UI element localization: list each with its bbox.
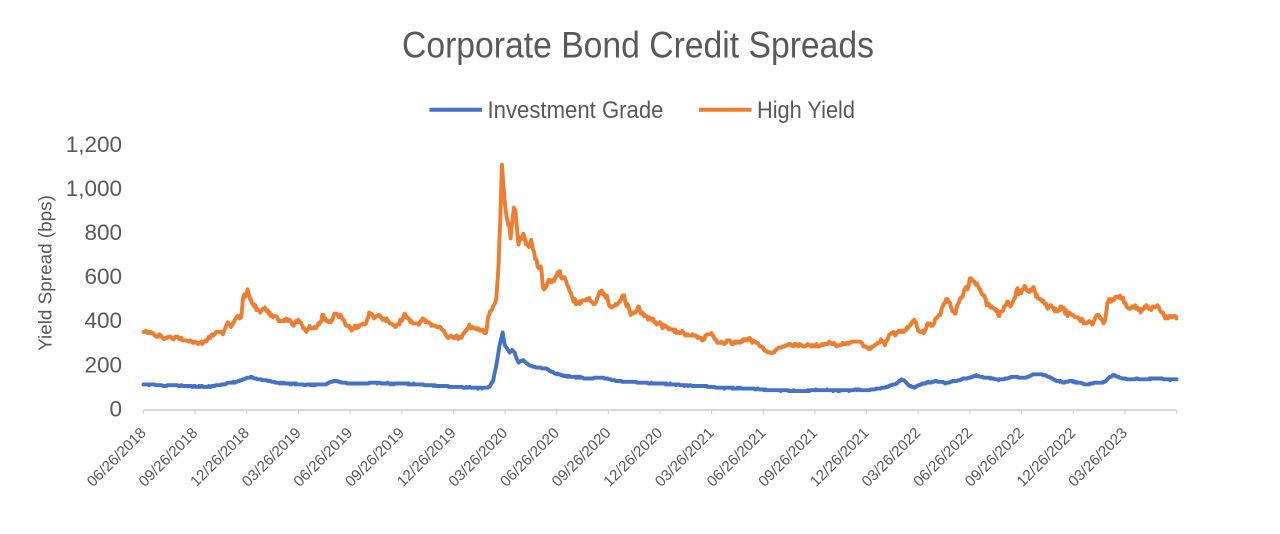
svg-text:1,000: 1,000 [66, 176, 122, 201]
svg-text:200: 200 [84, 352, 122, 377]
svg-text:Yield Spread (bps): Yield Spread (bps) [36, 195, 57, 351]
svg-text:800: 800 [84, 220, 122, 245]
svg-text:1,200: 1,200 [66, 132, 122, 157]
svg-text:Corporate Bond Credit Spreads: Corporate Bond Credit Spreads [402, 24, 874, 65]
svg-text:600: 600 [84, 264, 122, 289]
svg-text:400: 400 [84, 308, 122, 333]
svg-text:0: 0 [109, 396, 122, 421]
svg-text:High Yield: High Yield [757, 97, 855, 124]
svg-text:Investment Grade: Investment Grade [488, 97, 664, 124]
